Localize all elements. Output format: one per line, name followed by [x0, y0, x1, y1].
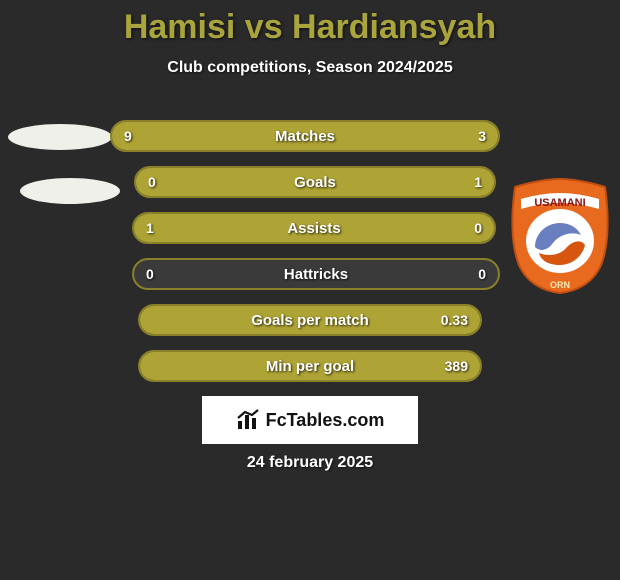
date-text: 24 february 2025 [0, 454, 620, 472]
chart-icon [236, 409, 260, 431]
stat-row-goals-per-match: 0.33Goals per match [138, 304, 482, 336]
stat-row-hattricks: 00Hattricks [132, 258, 500, 290]
stat-label: Matches [112, 122, 498, 150]
stat-label: Min per goal [140, 352, 480, 380]
page-subtitle: Club competitions, Season 2024/2025 [0, 59, 620, 77]
stat-row-assists: 10Assists [132, 212, 496, 244]
stat-row-min-per-goal: 389Min per goal [138, 350, 482, 382]
comparison-bars: 93Matches 01Goals 10Assists 00Hattricks 0.33… [0, 120, 620, 396]
page-title: Hamisi vs Hardiansyah [0, 0, 620, 47]
stat-label: Assists [134, 214, 494, 242]
fctables-text: FcTables.com [266, 410, 385, 431]
stat-row-goals: 01Goals [134, 166, 496, 198]
fctables-brand[interactable]: FcTables.com [202, 396, 418, 444]
stat-label: Goals per match [140, 306, 480, 334]
stat-row-matches: 93Matches [110, 120, 500, 152]
stat-label: Goals [136, 168, 494, 196]
stat-label: Hattricks [134, 260, 498, 288]
